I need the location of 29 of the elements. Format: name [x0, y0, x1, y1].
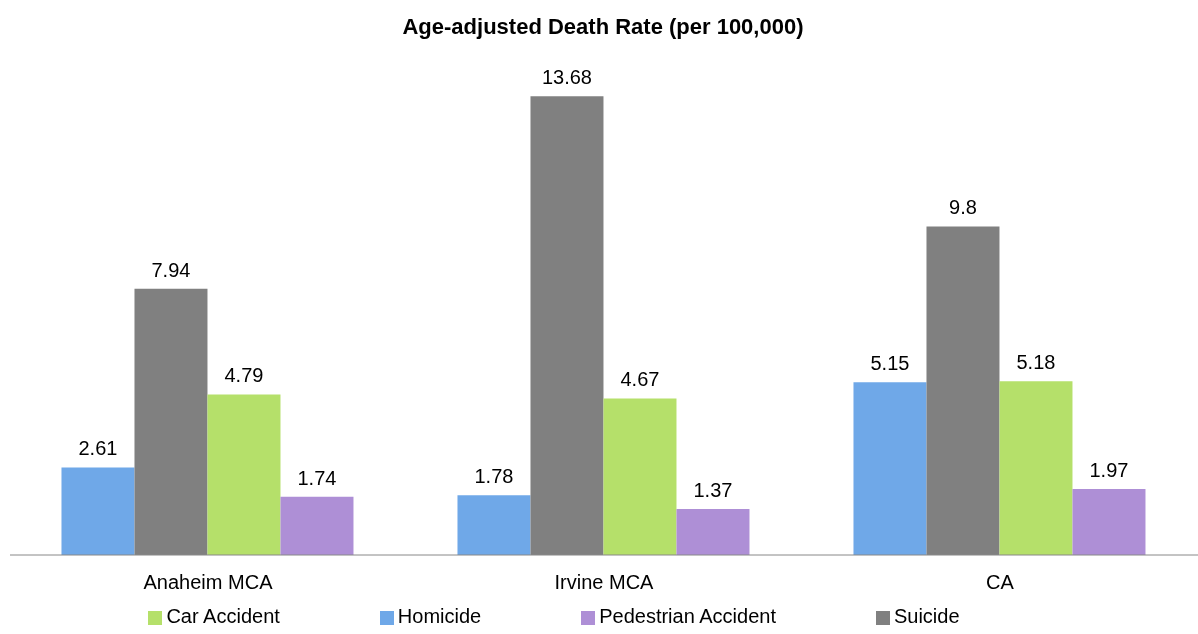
- legend-label: Car Accident: [166, 605, 280, 627]
- data-label: 5.18: [1016, 351, 1056, 374]
- bar: [853, 382, 927, 555]
- bar: [1072, 488, 1146, 555]
- legend-label: Suicide: [893, 605, 960, 627]
- bar: [61, 467, 135, 555]
- data-label: 5.15: [870, 352, 910, 375]
- bar: [676, 509, 750, 555]
- data-label: 1.78: [474, 465, 514, 488]
- data-label: 4.79: [224, 364, 264, 387]
- data-label: 2.61: [78, 437, 118, 460]
- bar: [999, 381, 1073, 555]
- legend-label: Homicide: [397, 605, 482, 627]
- data-label: 1.37: [693, 479, 733, 502]
- data-label: 7.94: [151, 258, 191, 281]
- data-label: 13.68: [541, 66, 593, 89]
- data-label: 9.8: [949, 196, 977, 219]
- bar: [457, 495, 531, 555]
- x-tick-label: Irvine MCA: [554, 571, 655, 594]
- data-label: 1.97: [1089, 458, 1129, 481]
- x-tick-label: Anaheim MCA: [143, 571, 274, 594]
- data-label: 4.67: [620, 368, 660, 391]
- chart-title: Age-adjusted Death Rate (per 100,000): [401, 13, 805, 41]
- bar: [280, 496, 354, 555]
- legend-label: Pedestrian Accident: [599, 605, 776, 627]
- bar: [603, 398, 677, 555]
- bar: [207, 394, 281, 555]
- x-tick-label: CA: [986, 571, 1015, 594]
- data-label: 1.74: [297, 466, 337, 489]
